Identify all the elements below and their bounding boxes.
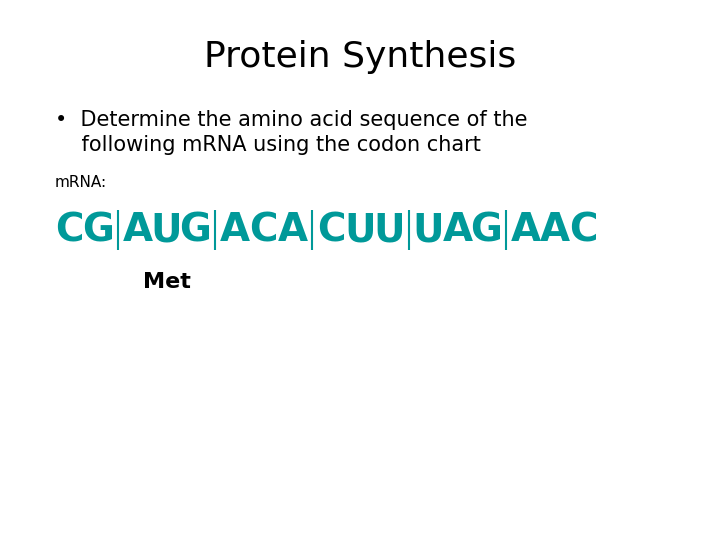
Text: •  Determine the amino acid sequence of the: • Determine the amino acid sequence of t…	[55, 110, 528, 130]
Text: G: G	[179, 211, 212, 249]
Text: mRNA:: mRNA:	[55, 175, 107, 190]
Text: G: G	[471, 211, 503, 249]
Text: C: C	[55, 211, 84, 249]
Text: A: A	[122, 211, 153, 249]
Text: C: C	[570, 211, 598, 249]
Text: A: A	[510, 211, 541, 249]
Text: U: U	[413, 211, 444, 249]
Text: G: G	[83, 211, 114, 249]
Text: A: A	[220, 211, 250, 249]
Text: A: A	[277, 211, 307, 249]
Text: Protein Synthesis: Protein Synthesis	[204, 40, 516, 74]
Text: U: U	[345, 211, 377, 249]
Text: A: A	[539, 211, 570, 249]
Text: C: C	[318, 211, 346, 249]
Text: Met: Met	[143, 272, 190, 292]
Text: C: C	[249, 211, 278, 249]
Text: following mRNA using the codon chart: following mRNA using the codon chart	[55, 135, 481, 155]
Text: U: U	[374, 211, 405, 249]
Text: U: U	[150, 211, 182, 249]
Text: A: A	[442, 211, 472, 249]
